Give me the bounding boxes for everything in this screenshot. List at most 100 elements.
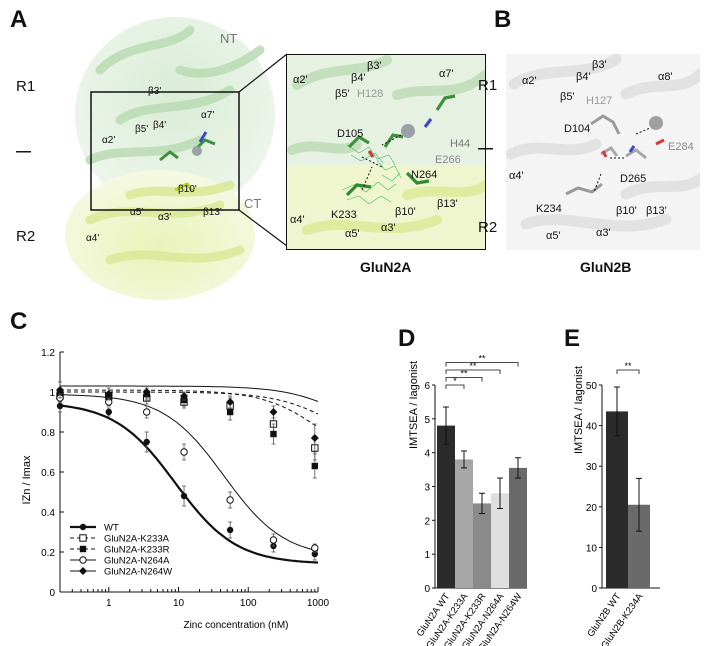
b-label: α5' — [546, 230, 561, 242]
panel-label-a: A — [10, 6, 28, 33]
bar — [491, 493, 509, 588]
data-point — [311, 462, 319, 470]
protein-cartoon-overview: NT CT β3' β4' α7' β5' α2' β10' α5' α3' β… — [65, 17, 275, 300]
chart-c-ylabel: IZn / Imax — [21, 455, 33, 504]
data-point — [226, 526, 234, 534]
x-tick-label: 100 — [240, 598, 257, 609]
y-tick-label: 30 — [586, 462, 598, 473]
y-tick-label: 0.6 — [41, 468, 55, 479]
b-label: α4' — [509, 170, 524, 182]
y-tick-label: 40 — [586, 422, 598, 433]
data-point — [180, 448, 188, 456]
y-tick-label: 0 — [49, 588, 55, 599]
ct-label: CT — [244, 196, 261, 211]
bar — [628, 504, 650, 588]
panel-label-e: E — [564, 325, 581, 352]
a-zoom-label: α7' — [439, 68, 454, 80]
data-point — [180, 392, 189, 400]
b-label: β13' — [646, 205, 667, 217]
bar — [437, 425, 455, 588]
a-left-label: β13' — [203, 207, 222, 218]
a-zoom-label: K233 — [331, 209, 357, 221]
significance-bracket — [616, 369, 640, 374]
a-left-label: β3' — [148, 86, 161, 97]
b-label: α2' — [522, 75, 537, 87]
region-label-r2-b: R2 — [478, 219, 498, 236]
b-label: β5' — [560, 91, 575, 103]
legend-label: GluN2A-N264A — [104, 556, 170, 567]
fit-curve — [59, 404, 319, 564]
bar — [509, 467, 527, 588]
b-label: β4' — [576, 71, 591, 83]
chart-e-ylabel: IMTSEA / Iagonist — [573, 366, 585, 454]
b-label: α3' — [596, 227, 611, 239]
a-zoom-label: N264 — [411, 169, 437, 181]
a-left-label: α5' — [130, 207, 143, 218]
data-point — [269, 536, 278, 544]
structure-b: α2' β4' β3' α8' β5' H127 D104 E284 D265 … — [506, 54, 700, 250]
data-point — [143, 408, 151, 416]
b-label: β10' — [616, 205, 637, 217]
y-tick-label: 0.4 — [41, 508, 55, 519]
a-zoom-label: β5' — [335, 88, 350, 100]
a-left-label: α7' — [201, 110, 214, 121]
a-zoom-label: β10' — [395, 206, 416, 218]
data-point — [105, 408, 112, 416]
a-left-label: β10' — [178, 184, 197, 195]
data-point — [79, 523, 87, 531]
chart-c-legend: WTGluN2A-K233AGluN2A-K233RGluN2A-N264AGl… — [70, 523, 172, 578]
y-tick-label: 3 — [424, 483, 430, 494]
b-label: D104 — [564, 123, 590, 135]
a-zoom-label: H44 — [450, 138, 470, 150]
data-point — [311, 550, 319, 558]
chart-c-dose-response: 00.20.40.60.811.21 10 100 1000 WTGluN2A-K23… — [21, 348, 330, 630]
x-tick-label: 1000 — [307, 598, 330, 609]
fit-curve — [59, 394, 319, 552]
a-zoom-label: β13' — [437, 198, 458, 210]
region-label-r1: R1 — [16, 78, 36, 95]
a-left-label: β5' — [135, 124, 148, 135]
bar — [455, 459, 473, 588]
a-zoom-label: E266 — [435, 154, 461, 166]
y-tick-label: 10 — [586, 543, 598, 554]
structure-overview-a: NT CT β3' β4' α7' β5' α2' β10' α5' α3' β… — [60, 10, 285, 300]
significance-label: ** — [469, 361, 477, 371]
data-point — [270, 430, 277, 438]
data-point — [143, 438, 150, 446]
a-zoom-label: α4' — [290, 214, 305, 226]
y-tick-label: 0 — [591, 584, 597, 595]
y-tick-label: 1.2 — [41, 348, 55, 359]
chart-c-xlabel: Zinc concentration (nM) — [183, 620, 288, 630]
y-tick-label: 2 — [424, 516, 430, 527]
y-tick-label: 0.8 — [41, 428, 55, 439]
data-point — [226, 496, 234, 504]
a-zoom-label: α5' — [345, 228, 360, 240]
a-zoom-label: β3' — [367, 60, 382, 72]
chart-c-fits — [59, 385, 319, 564]
panel-label-c: C — [10, 308, 28, 335]
data-point — [79, 556, 87, 564]
x-tick-label: 1 — [106, 598, 112, 609]
data-point — [79, 545, 87, 553]
significance-bracket — [445, 377, 483, 382]
b-label: K234 — [536, 203, 562, 215]
data-point — [104, 390, 113, 398]
caption-glun2a: GluN2A — [360, 259, 412, 275]
chart-c-points — [56, 381, 319, 561]
legend-label: GluN2A-K233R — [104, 545, 170, 556]
panel-label-b: B — [494, 6, 512, 33]
y-tick-label: 6 — [424, 381, 430, 392]
a-zoom-label: α3' — [381, 222, 396, 234]
a-left-label: β4' — [153, 120, 166, 131]
significance-label: * — [453, 376, 457, 386]
chart-d-ylabel: IMTSEA / Iagonist — [408, 361, 420, 449]
data-point — [79, 534, 87, 542]
region-label-r2: R2 — [16, 228, 36, 245]
region-label-r1-b: R1 — [478, 77, 498, 94]
significance-bracket — [445, 369, 501, 374]
y-tick-label: 1 — [424, 550, 430, 561]
data-point — [269, 408, 278, 416]
data-point — [142, 388, 151, 396]
